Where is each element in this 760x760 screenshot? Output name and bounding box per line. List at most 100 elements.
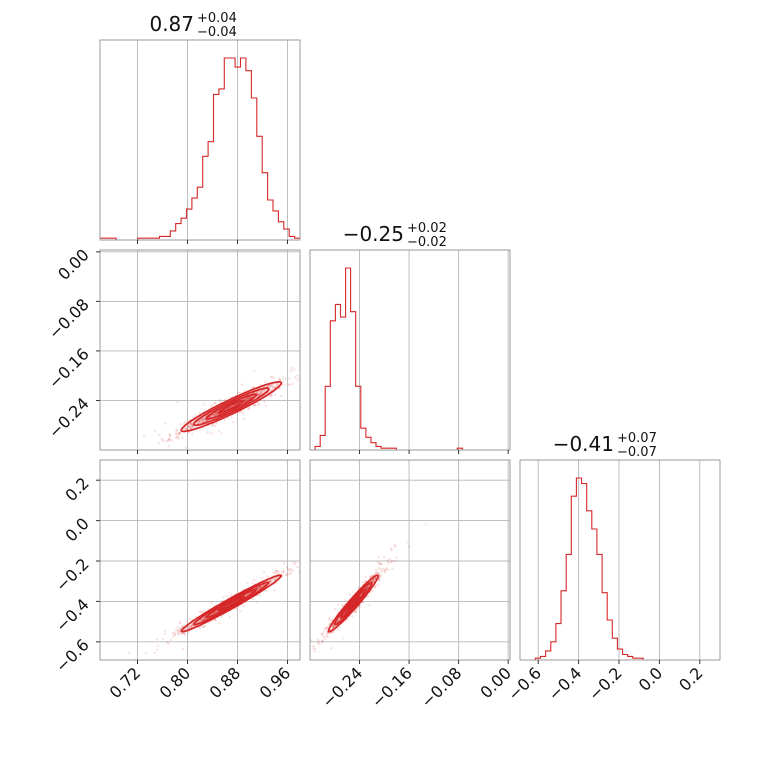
sample-point	[316, 638, 319, 641]
sample-point	[253, 578, 256, 582]
sample-point	[244, 399, 247, 403]
sample-point	[384, 568, 387, 571]
sample-point	[325, 627, 328, 630]
sample-point	[177, 632, 180, 635]
sample-point	[333, 608, 337, 611]
sample-point	[255, 403, 258, 406]
sample-point	[257, 402, 260, 405]
sample-point	[256, 588, 259, 591]
sample-point	[344, 620, 347, 623]
sample-point	[166, 640, 169, 644]
pair-1-content	[127, 556, 321, 660]
pair-1-frame	[99, 459, 301, 661]
sample-point	[378, 573, 381, 576]
sample-point	[186, 631, 190, 634]
sample-point	[188, 425, 192, 428]
sample-point	[169, 435, 172, 438]
sample-point	[380, 562, 384, 565]
sample-point	[326, 631, 329, 634]
sample-point	[319, 378, 321, 380]
param-2-err-minus: −0.07	[617, 445, 657, 460]
sample-point	[220, 432, 223, 435]
param-2-median: −0.41	[553, 432, 614, 456]
sample-point	[243, 397, 247, 400]
ytick-label-p2-3: 0.0	[61, 514, 92, 545]
ytick-label-p1-0: −0.24	[45, 394, 93, 442]
sample-point	[377, 583, 380, 587]
sample-point	[331, 626, 335, 629]
sample-point	[319, 556, 321, 558]
sample-point	[201, 419, 204, 422]
sample-point	[239, 609, 242, 613]
sample-point	[184, 627, 188, 630]
sample-point	[210, 432, 213, 435]
sample-point	[341, 604, 344, 607]
sample-point	[203, 418, 207, 422]
sample-point	[156, 648, 159, 651]
sample-point	[213, 402, 216, 406]
sample-point	[201, 617, 204, 621]
sample-point	[168, 438, 171, 442]
param-2-err-plus: +0.07	[617, 431, 657, 446]
sample-point	[223, 418, 227, 421]
param-2-title: −0.41 +0.07−0.07	[553, 431, 657, 460]
sample-point	[273, 386, 277, 389]
sample-point	[167, 437, 170, 441]
param-0-median: 0.87	[149, 12, 194, 36]
xtick-label-p0-1: 0.80	[156, 663, 195, 702]
xtick-label-p1-1: −0.16	[368, 663, 416, 711]
sample-point	[187, 425, 190, 429]
sample-point	[257, 393, 260, 396]
sample-point	[386, 559, 390, 563]
sample-point	[166, 440, 169, 443]
sample-point	[388, 557, 391, 561]
sample-point	[168, 433, 172, 436]
sample-point	[390, 548, 393, 552]
sample-point	[253, 370, 256, 373]
sample-point	[273, 589, 276, 592]
sample-point	[169, 639, 173, 642]
sample-point	[249, 396, 252, 399]
sample-point	[281, 693, 283, 695]
sample-point	[190, 425, 193, 428]
sample-point	[279, 378, 282, 382]
sample-point	[259, 390, 263, 393]
sample-point	[371, 589, 375, 592]
sample-point	[321, 634, 325, 638]
xtick-label-p0-2: 0.88	[206, 663, 245, 702]
sample-point	[249, 396, 252, 399]
sample-point	[226, 595, 229, 598]
sample-point	[328, 618, 331, 622]
sample-point	[303, 660, 305, 662]
sample-point	[179, 422, 182, 426]
sample-point	[176, 626, 179, 629]
sample-point	[292, 368, 296, 371]
sample-point	[175, 428, 178, 432]
sample-point	[374, 571, 378, 574]
sample-point	[174, 436, 178, 439]
sample-point	[376, 571, 380, 575]
sample-point	[185, 428, 188, 431]
sample-point	[198, 610, 201, 614]
param-1-err-plus: +0.02	[407, 221, 447, 236]
sample-point	[321, 640, 324, 643]
sample-point	[339, 339, 341, 341]
sample-point	[269, 580, 272, 583]
sample-point	[247, 406, 251, 410]
sample-point	[273, 385, 277, 388]
sample-point	[203, 617, 207, 620]
sample-point	[317, 642, 321, 646]
sample-point	[190, 423, 194, 426]
sample-point	[374, 577, 377, 580]
sample-point	[216, 412, 219, 415]
sample-point	[202, 625, 205, 628]
sample-point	[211, 414, 214, 417]
sample-point	[178, 430, 182, 433]
sample-point	[190, 624, 193, 627]
sample-point	[271, 385, 274, 389]
sample-point	[202, 417, 205, 420]
sample-point	[263, 571, 266, 574]
sample-point	[359, 605, 362, 608]
sample-point	[327, 617, 331, 620]
sample-point	[311, 646, 315, 650]
